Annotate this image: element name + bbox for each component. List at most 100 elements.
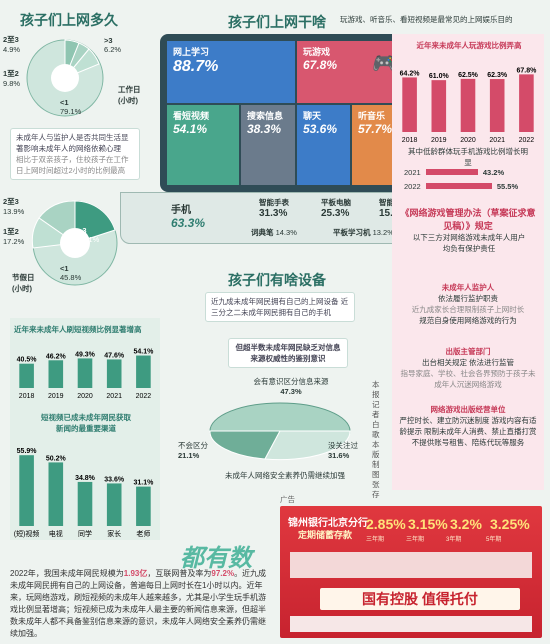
game-category-label: 2022 <box>519 137 535 144</box>
publisher-sub: 指导家庭、学校、社会各界预防于孩子未成年人沉迷网络游戏 <box>400 369 536 389</box>
game-value-label: 67.8% <box>516 67 537 74</box>
low-age-2021: 2021 43.2% <box>404 168 505 177</box>
game-category-label: 2021 <box>489 137 505 144</box>
what-subtitle: 玩游戏、听音乐、看短视频是最常见的上网娱乐目的 <box>340 15 513 24</box>
device-study-tablet: 平板学习机 13.2% <box>333 228 394 237</box>
workday-pie <box>26 39 104 117</box>
summary-logo: 都有数 <box>180 545 252 572</box>
game-value-label: 64.2% <box>400 70 421 77</box>
pie-hd-23-label: 2至3 13.9% <box>3 197 25 216</box>
pie-hd-12-label: 1至2 17.2% <box>3 227 25 246</box>
tile-shortvideo: 看短视频 54.1% <box>167 105 239 185</box>
security-pie <box>209 402 351 461</box>
device-phone: 手机 63.3% <box>171 205 206 230</box>
shortvideo-category-label: 2018 <box>19 393 35 400</box>
game-category-label: 2020 <box>460 137 476 144</box>
how-long-title: 孩子们上网多久 <box>20 12 118 28</box>
devices-title: 孩子们有啥设备 <box>228 272 326 288</box>
guardian-sub2: 规范自身使用网络游戏的行为 <box>419 316 517 325</box>
game-trend-title: 近年来未成年人玩游戏比例弄高 <box>416 41 522 50</box>
pie-wd-12-label: 1至2 9.8% <box>3 69 21 88</box>
shortvideo-value-label: 47.6% <box>104 352 125 359</box>
workday-label: 工作日 (小时) <box>118 85 141 105</box>
game-value-label: 62.5% <box>458 72 479 79</box>
tile-learning: 网上学习 88.7% <box>167 41 295 103</box>
pie-hd-1-label: <1 45.8% <box>60 264 82 282</box>
source-value-label: 34.8% <box>75 475 96 482</box>
right-panel: 近年来未成年人玩游戏比例弄高 64.2% 2018 61.0% 2019 62.5% 20… <box>392 34 544 490</box>
pie-wd-23-label: 2至3 4.9% <box>3 35 21 54</box>
publisher-title: 出版主管部门 <box>445 347 491 356</box>
source-value-label: 50.2% <box>46 455 67 462</box>
what-title: 孩子们上网干啥 <box>228 14 326 30</box>
game-bar <box>489 79 505 132</box>
security-no-label: 不会区分 21.1% <box>178 441 208 460</box>
game-bar <box>519 74 534 132</box>
tile-chat: 聊天 53.6% <box>297 105 350 185</box>
source-bar <box>48 462 64 526</box>
tile-search: 搜索信息 38.3% <box>241 105 295 185</box>
source-bar <box>77 481 93 526</box>
shortvideo-bar <box>19 363 34 388</box>
byline: 本报记者 白歌 本版制图 张存 <box>372 380 380 499</box>
laptop-screen: 网上学习 88.7% 玩游戏 67.8% 🎮 看短视频 54.1% 搜索信息 38.3%… <box>160 34 412 192</box>
shortvideo-category-label: 2021 <box>106 393 122 400</box>
news-source-title: 短视频已成未成年网民获取新闻的最重要渠道 <box>41 413 131 433</box>
gamepad-icon: 🎮 <box>372 53 397 75</box>
device-watch: 智能手表 31.3% <box>259 198 289 219</box>
company-card: 网络游戏出版经营单位 严控时长、建立防沉迷制度 游戏内容有适龄提示 限制未成年人… <box>398 404 538 448</box>
security-never-label: 没关注过 31.6% <box>328 441 358 460</box>
source-category-label: (短)视频 <box>14 529 40 538</box>
ad-rate-2: 3.15% <box>408 516 448 532</box>
shortvideo-title: 近年来未成年人刷短视频比例显著增高 <box>14 325 142 334</box>
game-bar-chart: 64.2% 2018 61.0% 2019 62.5% 2020 62.3% 2021 67.8… <box>400 67 537 144</box>
pie-wd-1-label: <1 79.1% <box>60 98 82 116</box>
source-category-label: 老师 <box>136 529 150 538</box>
low-age-title: 其中低龄群体玩手机游戏比例增长明显 <box>408 147 528 167</box>
tile-games: 玩游戏 67.8% 🎮 <box>297 41 405 103</box>
shortvideo-value-label: 40.5% <box>17 357 38 364</box>
shortvideo-bar <box>48 360 64 388</box>
security-caption: 未成年人网络安全素养仍需继续加强 <box>225 471 345 480</box>
game-category-label: 2018 <box>402 137 418 144</box>
law-title: 《网络游戏管理办法（草案征求意见稿）》规定 <box>400 208 536 231</box>
ad-slogan: 国有控股 值得托付 <box>320 588 520 610</box>
low-age-2022: 2022 55.5% <box>404 182 519 191</box>
ad-info-strip <box>290 552 532 578</box>
shortvideo-category-label: 2020 <box>77 393 93 400</box>
guardian-card: 未成年人监护人 依法履行监护职责 近九成家长合理限制孩子上网时长 规范自身使用网… <box>398 282 538 326</box>
game-value-label: 62.3% <box>487 72 508 79</box>
company-text: 严控时长、建立防沉迷制度 游戏内容有适龄提示 限制未成年人消费、禁止直播打赏 不… <box>399 416 537 447</box>
game-value-label: 61.0% <box>429 73 450 80</box>
shortvideo-bar-chart: 40.5% 2018 46.2% 2019 49.3% 2020 47.6% 2021 54.1… <box>17 349 154 400</box>
publisher-text: 出台相关规定 依法进行监管 <box>421 358 515 367</box>
ad-product: 定期储蓄存款 <box>298 530 353 540</box>
ad-rate-terms: 三年期 三年期 3年期 5年期 <box>366 537 502 543</box>
security-title: 但超半数未成年网民缺乏对信息来源权威性的鉴别意识 <box>228 338 348 368</box>
devices-text: 近九成未成年网民拥有自己的上网设备 近三分之二未成年网民拥有自己的手机 <box>205 292 355 322</box>
game-bar <box>431 80 447 132</box>
source-value-label: 33.6% <box>104 476 125 483</box>
shortvideo-bar <box>106 359 122 388</box>
source-bar <box>106 483 122 526</box>
ad-branch-strip <box>290 616 532 632</box>
game-bar <box>402 77 417 132</box>
source-category-label: 电视 <box>49 529 63 538</box>
ad-rate-4: 3.25% <box>490 516 530 532</box>
shortvideo-value-label: 49.3% <box>75 351 96 358</box>
device-tablet: 平板电脑 25.3% <box>321 198 351 219</box>
shortvideo-category-label: 2022 <box>136 393 152 400</box>
shortvideo-bar <box>136 355 151 388</box>
news-source-bar-chart: 55.9% (短)视频 50.2% 电视 34.8% 同学 33.6% 家长 31.1% 老师 <box>14 448 154 538</box>
source-bar <box>136 486 151 526</box>
shortvideo-bar <box>77 358 93 388</box>
security-has-label: 会有意识区分信息来源 47.3% <box>253 377 329 396</box>
ad-bank: 锦州银行北京分行 <box>288 518 368 529</box>
game-category-label: 2019 <box>431 137 447 144</box>
guardian-title: 未成年人监护人 <box>441 283 495 292</box>
pie-hd-3-label: >3 23.1% <box>78 226 100 244</box>
shortvideo-panel: 近年来未成年人刷短视频比例显著增高 40.5% 2018 46.2% 2019 49.3… <box>10 318 160 540</box>
ad-rate-3: 3.2% <box>450 516 482 532</box>
pie-wd-3-label: >3 6.2% <box>104 36 122 54</box>
